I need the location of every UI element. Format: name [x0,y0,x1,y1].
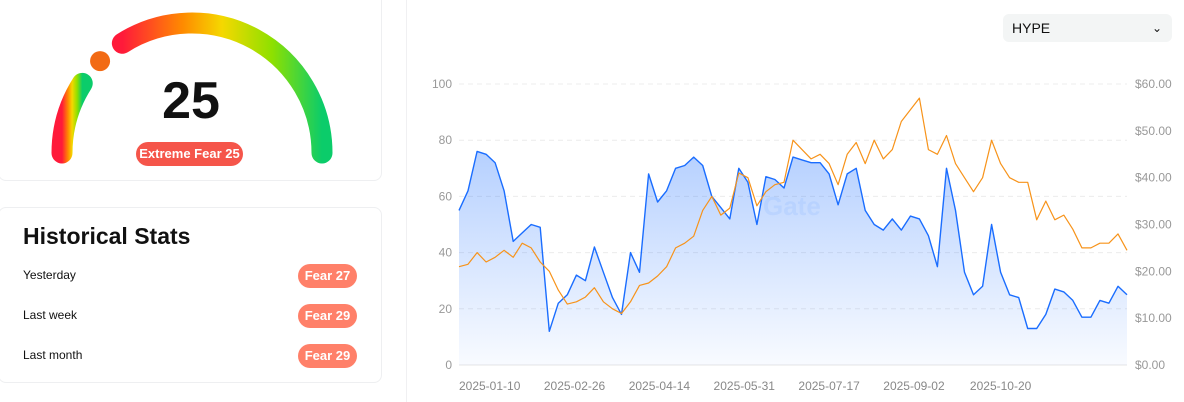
stat-badge: Fear 29 [298,304,357,328]
y-right-tick-label: $50.00 [1135,124,1172,138]
chart-panel [406,0,1184,402]
gauge-arc-right [111,12,333,164]
y-right-tick-label: $10.00 [1135,311,1172,325]
y-left-tick-label: 100 [432,77,452,91]
x-tick-label: 2025-05-31 [714,379,776,393]
y-right-tick-label: $20.00 [1135,264,1172,278]
stat-badge: Fear 27 [298,264,357,288]
fear-greed-index-line [458,150,1128,332]
price-line [458,97,1128,315]
y-right-tick-label: $30.00 [1135,218,1172,232]
stat-row-last-week: Last week Fear 29 [23,304,357,328]
y-left-tick-label: 0 [445,358,452,372]
x-tick-label: 2025-04-14 [629,379,691,393]
stat-row-yesterday: Yesterday Fear 27 [23,264,357,288]
stats-title: Historical Stats [23,223,191,249]
y-left-tick-label: 40 [439,246,453,260]
fear-greed-gauge-card: 25 Extreme Fear 25 [0,0,382,181]
stat-label: Yesterday [23,268,76,282]
x-tick-label: 2025-09-02 [883,379,945,393]
y-right-tick-label: $60.00 [1135,77,1172,91]
x-tick-label: 2025-07-17 [798,379,860,393]
fear-greed-area [459,151,1127,365]
gauge-indicator-knob [90,51,111,72]
stat-label: Last week [23,308,78,322]
chevron-down-icon: ⌄ [1151,21,1162,35]
stat-label: Last month [23,348,83,362]
y-left-tick-label: 20 [439,302,453,316]
fear-greed-price-chart: 0 20 40 60 80 100 $0.00 $10.00 $20.00 $30.00 $40.0… [432,77,1172,393]
gauge-arc [51,12,333,164]
x-tick-label: 2025-01-10 [459,379,521,393]
sentiment-badge: Extreme Fear 25 [136,142,243,166]
x-tick-label: 2025-02-26 [544,379,606,393]
y-right-tick-label: $0.00 [1135,358,1165,372]
historical-stats-card: Historical Stats Yesterday Fear 27 Last … [0,207,382,383]
coin-selector[interactable]: HYPE ⌄ [1003,14,1172,42]
y-right-tick-label: $40.00 [1135,171,1172,185]
x-tick-label: 2025-10-20 [970,379,1032,393]
stat-badge: Fear 29 [298,344,357,368]
coin-selector-value: HYPE [1012,20,1051,36]
y-left-tick-label: 60 [439,189,453,203]
stat-row-last-month: Last month Fear 29 [23,344,357,368]
y-left-tick-label: 80 [439,133,453,147]
gauge-value: 25 [162,72,220,130]
gauge-arc-left [51,72,93,164]
